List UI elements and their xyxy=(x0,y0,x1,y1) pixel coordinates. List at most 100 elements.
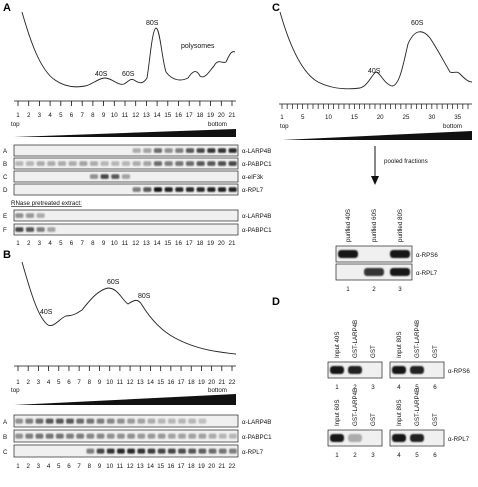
panel-a-row-B-band xyxy=(228,161,237,166)
panel-a-row-E-band xyxy=(25,213,35,218)
panel-a-fraction-number: 17 xyxy=(186,112,193,119)
panel-b-row-B-band xyxy=(45,433,54,439)
panel-b-fraction-number: 19 xyxy=(198,379,205,386)
panel-d-bottom-right-lane-header: GST xyxy=(432,413,439,426)
panel-b-row-A-band xyxy=(117,418,125,424)
panel-a-fraction-number: 14 xyxy=(154,112,161,119)
panel-a-row-B-band xyxy=(175,161,184,166)
panel-a-fraction-number: 2 xyxy=(27,112,31,119)
panel-c-fraction-number: 1 xyxy=(280,114,284,121)
panel-a-bottom-label: bottom xyxy=(208,121,227,128)
panel-b-row-C-band xyxy=(96,448,105,454)
panel-a-row-A-band xyxy=(185,148,195,153)
panel-b-row-B-band xyxy=(178,433,186,439)
panel-a-fraction-number-bottom: 20 xyxy=(218,240,225,247)
panel-a-fraction-number: 16 xyxy=(175,112,182,119)
panel-d-top-left-band xyxy=(348,366,362,374)
panel-a-row-D-band xyxy=(175,187,184,192)
panel-b-fraction-number: 12 xyxy=(127,379,134,386)
panel-c-gradient-wedge xyxy=(282,131,472,140)
panel-b-fraction-number-bottom: 16 xyxy=(167,463,174,470)
panel-a-row-D-band xyxy=(164,187,173,192)
panel-b-row-C-band xyxy=(208,448,217,454)
panel-b-fraction-number-bottom: 12 xyxy=(127,463,134,470)
panel-a-row-F-band xyxy=(15,227,24,232)
panel-a-row-C-row-letter: C xyxy=(3,174,8,181)
panel-a-row-B-band xyxy=(111,161,120,166)
panel-b-row-C-band xyxy=(86,448,95,454)
panel-a-fraction-number: 9 xyxy=(102,112,106,119)
panel-d-bottom-left-lane-number: 3 xyxy=(371,452,375,459)
panel-b-row-A-band xyxy=(178,418,186,424)
panel-d-bottom-left-lane-number: 1 xyxy=(335,452,339,459)
panel-a-fraction-number-bottom: 16 xyxy=(175,240,182,247)
panel-b-fraction-number: 6 xyxy=(67,379,71,386)
panel-b-row-B-band xyxy=(218,433,227,439)
panel-b-fraction-number-bottom: 7 xyxy=(77,463,81,470)
panel-d-top-right-band xyxy=(392,366,406,374)
panel-b-row-A-band xyxy=(86,418,95,424)
panel-a-row-B-band xyxy=(132,161,141,166)
panel-b-fraction-number: 11 xyxy=(117,379,124,386)
panel-b-fraction-number-bottom: 4 xyxy=(47,463,51,470)
panel-b-fraction-number-bottom: 6 xyxy=(67,463,71,470)
panel-a-fraction-number-bottom: 5 xyxy=(59,240,63,247)
panel-d-top-left-band xyxy=(330,366,344,374)
panel-c-fraction-number: 15 xyxy=(351,114,358,121)
panel-a-row-D-band xyxy=(132,187,141,192)
panel-c-fraction-number: 5 xyxy=(301,114,305,121)
panel-b-fraction-number-bottom: 2 xyxy=(26,463,30,470)
panel-b-fraction-number-bottom: 17 xyxy=(178,463,185,470)
panel-b-fraction-number: 5 xyxy=(57,379,61,386)
panel-d-bottom-right-lane-header: Input 80S xyxy=(396,400,403,427)
panel-a-row-D-row-letter: D xyxy=(3,187,8,194)
panel-b-letter: B xyxy=(3,249,11,261)
panel-a-row-B-band xyxy=(185,161,195,166)
panel-b-row-A-band xyxy=(96,418,105,424)
panel-b-row-C-band xyxy=(167,448,176,454)
panel-d-top-right-lane-header: GST xyxy=(432,345,439,358)
panel-c-lane-header: purified 40S xyxy=(345,209,352,242)
panel-b-fraction-number-bottom: 10 xyxy=(106,463,113,470)
panel-a-fraction-number-bottom: 14 xyxy=(154,240,161,247)
panel-b-fraction-number: 9 xyxy=(98,379,102,386)
panel-b-row-A-band xyxy=(55,418,64,424)
panel-b-fraction-number-bottom: 3 xyxy=(37,463,41,470)
panel-a-row-A-band xyxy=(196,148,205,153)
panel-a-row-B-band xyxy=(79,161,88,166)
panel-a-row-A-band xyxy=(153,148,163,153)
panel-a-row-B-band xyxy=(57,161,67,166)
panel-a-row-B-band xyxy=(196,161,205,166)
panel-a-fraction-number-bottom: 19 xyxy=(207,240,214,247)
panel-b-fraction-number-bottom: 11 xyxy=(117,463,124,470)
panel-b-top-label: top xyxy=(11,387,20,394)
panel-d-bottom-left-lane-header: Input 60S xyxy=(334,400,341,427)
panel-b-row-A-band xyxy=(127,418,135,424)
panel-b-row-C-band xyxy=(127,448,135,454)
panel-b-fraction-number: 7 xyxy=(77,379,81,386)
panel-b-row-A-blot-strip xyxy=(13,414,239,428)
panel-b-fraction-number: 16 xyxy=(167,379,174,386)
panel-d-top-right-lane-number: 4 xyxy=(397,384,401,391)
panel-a-top-label: top xyxy=(11,121,20,128)
panel-b-row-B-band xyxy=(117,433,125,439)
panel-a-row-B-band xyxy=(25,161,35,166)
panel-b-gradient-wedge xyxy=(14,394,236,405)
panel-b-row-A-band xyxy=(66,418,74,424)
panel-a-row-D-band xyxy=(153,187,163,192)
panel-a-row-F-antibody-label: α-PABPC1 xyxy=(242,227,272,234)
panel-c-letter: C xyxy=(272,2,280,14)
panel-b-fraction-number: 1 xyxy=(16,379,20,386)
panel-a-row-D-blot-strip xyxy=(13,183,239,196)
panel-b-fraction-number-bottom: 15 xyxy=(157,463,164,470)
panel-c-arrow-head xyxy=(371,176,379,185)
panel-b-fraction-number: 8 xyxy=(88,379,92,386)
panel-b-row-B-band xyxy=(127,433,135,439)
panel-b-row-B-band xyxy=(198,433,207,439)
panel-c-band xyxy=(364,268,384,276)
panel-a-row-D-band xyxy=(143,187,152,192)
panel-b-peak-40s: 40S xyxy=(40,309,53,316)
panel-b-row-A-antibody-label: α-LARP4B xyxy=(242,419,271,426)
panel-a-fraction-number-bottom: 13 xyxy=(143,240,150,247)
panel-b-row-C-band xyxy=(137,448,146,454)
